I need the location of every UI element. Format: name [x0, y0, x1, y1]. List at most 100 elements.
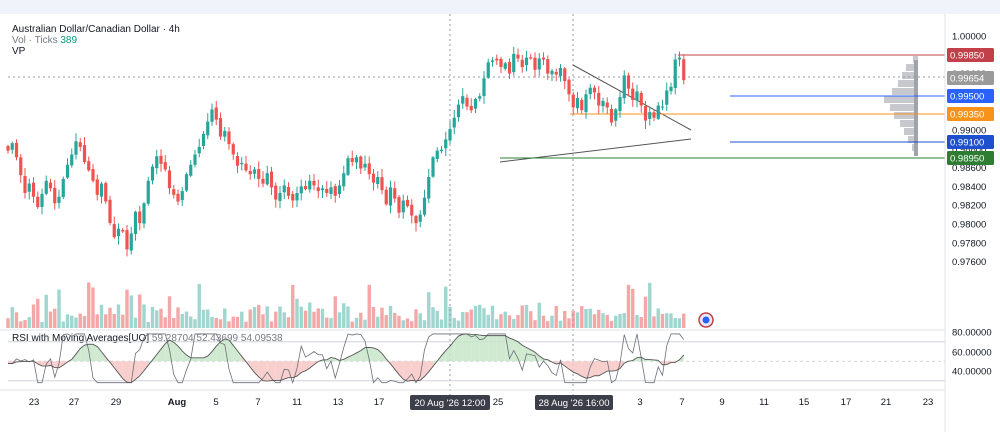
volume-bar — [546, 321, 550, 328]
candle-body — [325, 188, 329, 193]
volume-bar — [486, 314, 490, 328]
candle-body — [248, 171, 252, 175]
volume-bar — [274, 311, 278, 328]
volume-profile-bar — [898, 80, 918, 87]
candle-body — [129, 233, 133, 251]
volume-bar — [48, 311, 53, 328]
volume-bar — [618, 314, 622, 328]
volume-bar — [180, 313, 184, 328]
volume-bar — [609, 321, 614, 328]
time-tick-label: 29 — [111, 397, 122, 408]
volume-bar — [112, 313, 116, 328]
candle-body — [452, 117, 456, 128]
volume-bar — [6, 318, 10, 328]
volume-bar — [278, 306, 282, 328]
volume-bar — [155, 310, 159, 328]
volume-bar — [252, 307, 257, 328]
rsi-ma-fill — [301, 361, 306, 373]
time-tick-label: 17 — [841, 397, 852, 408]
candle-body — [44, 180, 48, 194]
volume-bar — [473, 305, 478, 328]
candle-body — [469, 105, 473, 111]
volume-bar — [503, 311, 507, 328]
candle-body — [104, 183, 108, 202]
volume-bar — [520, 305, 524, 328]
volume-bar — [410, 321, 414, 328]
rsi-ma-fill — [139, 361, 144, 376]
candle-body — [490, 60, 495, 62]
volume-bar — [401, 320, 405, 328]
rsi-ma-fill — [284, 361, 289, 380]
volume-bar — [422, 320, 427, 328]
candle-body — [23, 175, 27, 193]
volume-bar — [614, 315, 618, 328]
candle-body — [240, 162, 244, 165]
candle-body — [295, 192, 299, 201]
rsi-ma-fill — [220, 338, 225, 362]
volume-bar — [82, 316, 87, 328]
candle-body — [435, 150, 439, 159]
rsi-ma-fill — [169, 339, 174, 362]
volume-bar — [240, 311, 244, 328]
time-badge-label: 28 Aug '26 16:00 — [538, 398, 609, 409]
rsi-ma-fill — [365, 347, 370, 362]
volume-bar — [677, 318, 682, 328]
volume-bar — [142, 304, 146, 328]
volume-bar — [652, 316, 656, 328]
volume-bar — [669, 313, 673, 328]
rsi-ma-fill — [594, 361, 599, 376]
tradingview-logo[interactable] — [698, 312, 714, 328]
volume-profile-bar — [913, 56, 918, 63]
candle-body — [622, 75, 626, 99]
price-badge — [947, 107, 994, 121]
volume-bar — [74, 317, 78, 328]
rsi-ma-fill — [292, 361, 297, 378]
rsi-ma-fill — [8, 361, 13, 364]
candlesticks[interactable] — [6, 46, 686, 257]
volume-bar — [597, 309, 601, 328]
candle-body — [371, 173, 376, 183]
candle-body — [456, 104, 461, 118]
candle-body — [563, 68, 567, 82]
rsi-ma-fill — [441, 350, 446, 362]
candle-body — [159, 155, 163, 164]
candle-body — [6, 145, 10, 151]
price-tick-label: 0.99000 — [952, 126, 986, 137]
volume-bar — [418, 313, 422, 328]
rsi-tick-label: 40.00000 — [952, 367, 992, 378]
volume-bar — [235, 316, 240, 328]
volume-profile-bar — [908, 136, 918, 143]
volume-bar — [91, 287, 95, 328]
volume-bar — [639, 317, 643, 328]
candle-body — [533, 57, 537, 70]
volume-bar — [682, 313, 686, 328]
volume-bar — [388, 305, 393, 328]
time-tick-label: Aug — [168, 397, 187, 408]
volume-bar — [435, 310, 439, 328]
volume-label: Vol · Ticks — [12, 35, 58, 46]
candle-body — [244, 163, 248, 171]
price-badge-label: 0.98950 — [950, 154, 984, 165]
rsi-legend[interactable]: RSI with Moving Averages[UO] 59.28704 52… — [12, 333, 283, 344]
candle-body — [431, 157, 435, 177]
price-badge-label: 0.99350 — [950, 110, 984, 121]
candle-body — [473, 98, 478, 109]
candle-body — [609, 108, 614, 123]
time-tick-label: 27 — [69, 397, 80, 408]
candle-body — [167, 170, 172, 189]
volume-legend[interactable]: Vol · Ticks 389 — [12, 35, 77, 46]
symbol-title[interactable]: Australian Dollar/Canadian Dollar · 4h — [12, 24, 180, 35]
candle-body — [146, 180, 150, 204]
vp-legend[interactable]: VP — [12, 46, 26, 57]
rsi-ma-fill — [309, 361, 314, 369]
rsi-ma-fill — [416, 361, 421, 381]
volume-bar — [104, 314, 108, 328]
volume-bar — [210, 316, 214, 328]
candle-body — [516, 54, 520, 59]
time-badge-label: 20 Aug '26 12:00 — [414, 398, 485, 409]
volume-bar — [291, 284, 295, 328]
volume-bar — [150, 306, 155, 328]
candle-body — [575, 98, 580, 109]
candle-body — [439, 149, 444, 152]
